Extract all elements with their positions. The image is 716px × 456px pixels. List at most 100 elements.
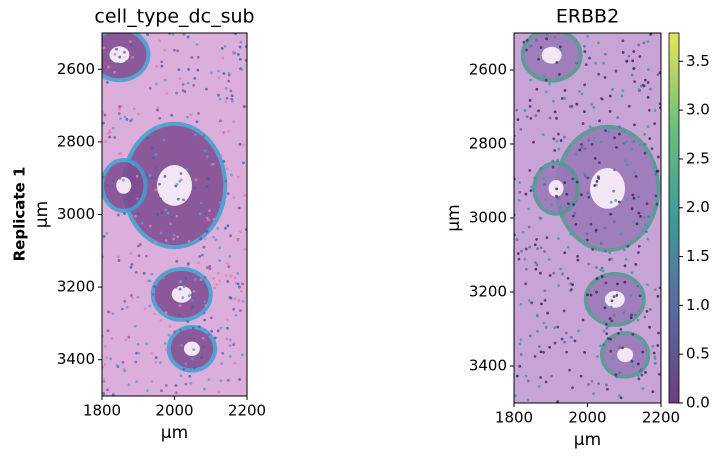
cell-dot — [548, 116, 552, 120]
cell-dot — [202, 134, 206, 138]
cell-dot — [575, 61, 579, 65]
cell-dot — [225, 97, 229, 100]
cell-dot — [595, 290, 598, 294]
cell-dot — [599, 268, 603, 272]
cell-dot — [525, 48, 528, 52]
cell-dot — [537, 345, 541, 348]
cell-dot — [518, 181, 522, 184]
cell-dot — [207, 378, 211, 382]
cell-dot — [224, 274, 228, 278]
cell-dot — [563, 181, 567, 185]
cell-dot — [612, 313, 616, 317]
cell-dot — [191, 326, 195, 330]
cell-dot — [614, 199, 618, 202]
cell-dot — [585, 232, 589, 236]
cell-dot — [533, 243, 537, 247]
cell-dot — [608, 109, 612, 113]
cell-dot — [620, 94, 624, 98]
cell-dot — [613, 168, 616, 172]
cell-dot — [239, 230, 242, 234]
cell-dot — [629, 293, 633, 297]
cell-dot — [194, 178, 198, 182]
cell-dot — [561, 272, 564, 276]
cell-dot — [145, 389, 149, 393]
cell-dot — [182, 198, 185, 202]
cell-dot — [623, 159, 627, 163]
cell-dot — [658, 286, 661, 290]
cell-dot — [208, 267, 212, 270]
cell-dot — [573, 339, 577, 343]
cell-dot — [637, 377, 641, 381]
cell-dot — [196, 68, 200, 72]
cell-dot — [192, 289, 196, 293]
cell-dot — [162, 138, 166, 142]
cell-dot — [633, 123, 636, 127]
cell-dot — [173, 228, 177, 232]
cell-dot — [193, 133, 197, 137]
cell-dot — [244, 58, 247, 62]
cell-dot — [204, 237, 207, 241]
x-tick-label: 2000 — [155, 402, 193, 420]
y-tick-label: 2800 — [469, 135, 507, 153]
cell-dot — [237, 206, 241, 210]
cell-dot — [586, 176, 590, 180]
cell-dot — [644, 371, 647, 374]
cell-dot — [210, 329, 214, 333]
cell-dot — [569, 232, 573, 236]
cell-dot — [657, 372, 661, 376]
cell-dot — [637, 244, 641, 248]
cell-dot — [597, 161, 601, 165]
cell-dot — [605, 326, 609, 330]
y-tick-label: 3400 — [469, 357, 507, 375]
cell-dot — [596, 175, 600, 179]
cell-dot — [188, 374, 192, 378]
cell-dot — [137, 244, 140, 248]
cell-dot — [209, 71, 213, 75]
cell-dot — [542, 350, 546, 354]
cell-dot — [602, 343, 605, 346]
cell-dot — [136, 342, 140, 346]
cell-dot — [643, 151, 647, 155]
cell-dot — [166, 211, 170, 215]
cell-dot — [619, 232, 623, 236]
cell-dot — [156, 106, 160, 110]
cell-dot — [220, 362, 224, 366]
cell-dot — [201, 184, 205, 188]
cell-dot — [563, 251, 567, 255]
cell-dot — [171, 33, 175, 36]
cell-dot — [133, 324, 137, 328]
cell-dot — [603, 226, 607, 230]
cell-dot — [151, 146, 154, 150]
cell-dot — [237, 299, 241, 302]
cell-dot — [533, 355, 537, 358]
cell-dot — [545, 37, 548, 41]
x-tick-label: 2200 — [642, 409, 680, 427]
x-axis-label: µm — [161, 423, 188, 443]
cell-dot — [630, 313, 633, 317]
cell-dot — [624, 258, 628, 261]
cell-dot — [161, 276, 165, 279]
cell-dot — [617, 200, 621, 204]
cell-dot — [243, 105, 246, 108]
cell-dot — [104, 140, 108, 143]
cell-dot — [148, 224, 152, 228]
cell-dot — [228, 344, 232, 348]
cell-dot — [137, 254, 141, 258]
cell-dot — [232, 196, 236, 199]
cell-dot — [186, 320, 190, 323]
cell-dot — [602, 329, 606, 333]
cell-dot — [625, 140, 628, 144]
cell-dot — [237, 285, 241, 289]
cell-dot — [117, 112, 121, 115]
cell-dot — [184, 362, 188, 366]
cell-dot — [527, 207, 531, 211]
cell-dot — [102, 46, 106, 50]
cell-dot — [654, 194, 658, 198]
cell-dot — [153, 312, 156, 316]
cell-dot — [212, 276, 216, 280]
cell-dot — [206, 177, 210, 181]
cell-dot — [571, 177, 575, 181]
cell-dot — [603, 52, 607, 56]
cell-dot — [154, 153, 158, 157]
